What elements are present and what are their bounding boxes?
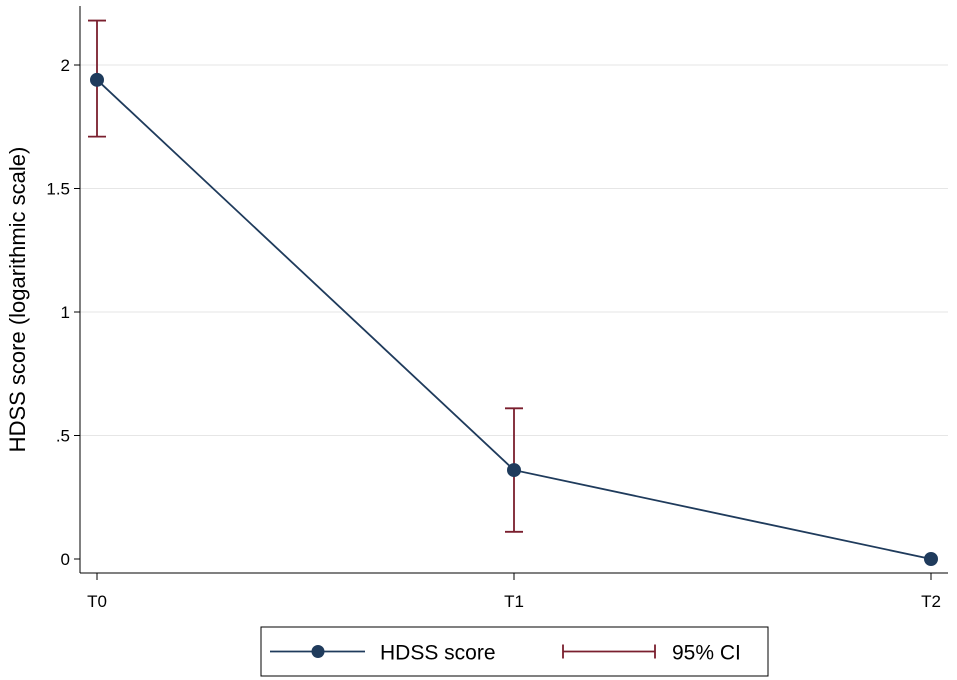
y-axis: 0 .5 1 1.5 2 [46, 6, 81, 573]
y-tick-label-4: 2 [61, 56, 70, 75]
x-tick-label-t2: T2 [921, 592, 941, 611]
data-point-t1 [507, 463, 521, 478]
y-tick-label-1: .5 [56, 427, 70, 446]
x-tick-label-t0: T0 [87, 592, 107, 611]
y-axis-title: HDSS score (logarithmic scale) [5, 147, 30, 453]
data-point-t2 [924, 552, 938, 566]
y-tick-label-3: 1.5 [46, 180, 70, 199]
legend-label-ci: 95% CI [672, 642, 741, 665]
legend: HDSS score 95% CI [260, 626, 769, 677]
legend-marker-swatch [311, 645, 325, 658]
legend-label-hdss: HDSS score [380, 642, 496, 665]
x-tick-label-t1: T1 [504, 592, 524, 611]
y-tick-label-0: 0 [61, 550, 70, 569]
y-tick-label-2: 1 [61, 303, 70, 322]
data-point-t0 [90, 72, 104, 87]
x-axis: T0 T1 T2 [80, 572, 948, 611]
data-points [90, 72, 938, 566]
